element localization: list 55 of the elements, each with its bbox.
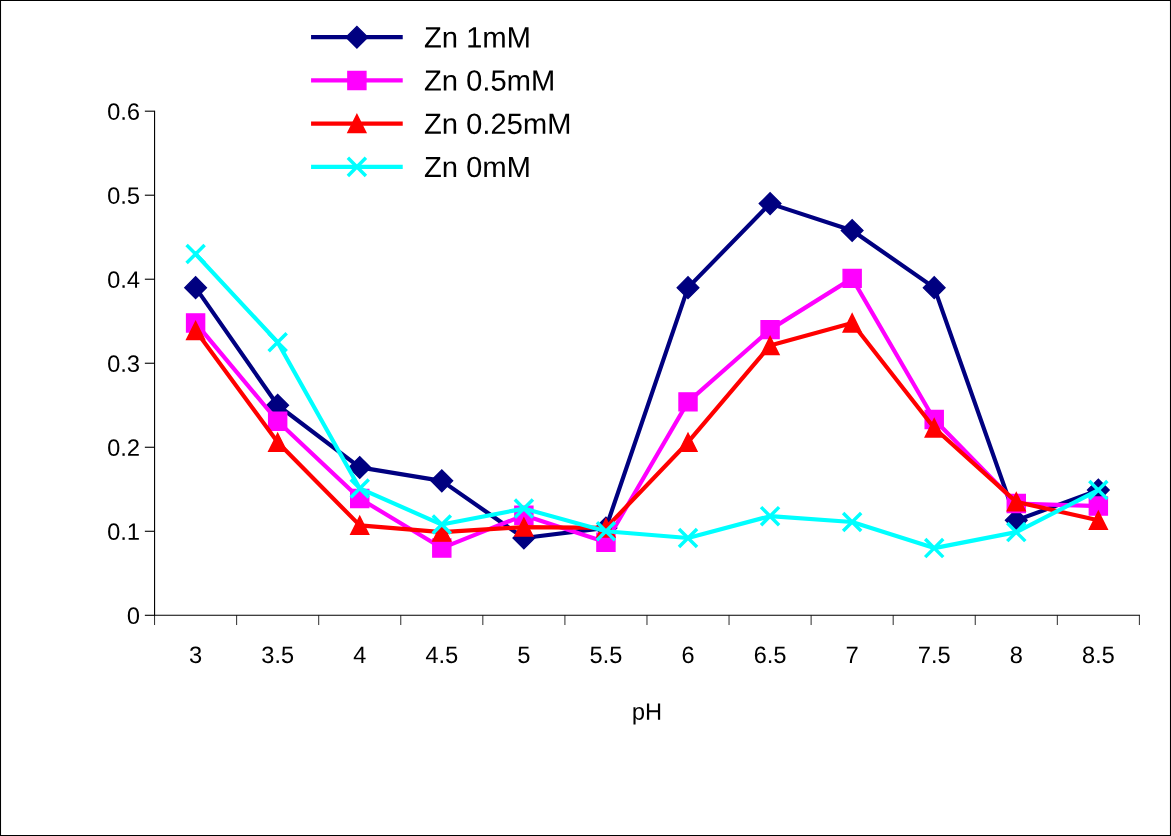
- point: [348, 455, 372, 479]
- y-tick-label: 0.1: [108, 523, 139, 541]
- point: [676, 276, 700, 300]
- y-tick-label: 0.5: [108, 187, 139, 204]
- legend-label: Zn 0.5mM: [424, 70, 553, 91]
- x-tick-label: 6.5: [754, 646, 786, 664]
- x-tick-label: 3.5: [262, 646, 294, 664]
- x-tick-label: 5: [518, 646, 530, 664]
- point: [184, 243, 207, 265]
- x-tick-label: 6: [682, 646, 694, 664]
- x-axis-title: pH: [633, 703, 661, 725]
- point: [678, 432, 698, 452]
- point: [267, 411, 288, 431]
- point: [430, 469, 454, 493]
- point: [924, 418, 944, 438]
- x-tick-label: 5.5: [590, 646, 622, 664]
- legend-label: Zn 1mM: [424, 27, 529, 48]
- point: [1088, 510, 1109, 531]
- y-tick-label: 0.4: [108, 271, 140, 289]
- y-tick-label: 0.6: [108, 103, 139, 120]
- x-tick-label: 7.5: [919, 646, 950, 664]
- x-tick-label: 7: [846, 646, 858, 663]
- point: [841, 511, 863, 533]
- y-tick-label: 0.2: [108, 439, 139, 457]
- point: [759, 505, 781, 527]
- point: [266, 331, 289, 354]
- point: [1005, 521, 1028, 543]
- point: [184, 276, 208, 300]
- point: [842, 268, 862, 289]
- point: [267, 432, 288, 452]
- point: [348, 477, 371, 500]
- x-tick-label: 3: [189, 646, 202, 664]
- point: [842, 313, 862, 333]
- x-tick-label: 4.5: [425, 646, 458, 664]
- point: [678, 392, 698, 412]
- point: [350, 515, 370, 536]
- y-tick-label: 0.3: [108, 355, 139, 373]
- point: [185, 320, 206, 341]
- point: [514, 517, 534, 537]
- point: [758, 192, 782, 216]
- point: [677, 527, 699, 549]
- x-tick-label: 4: [353, 646, 366, 663]
- point: [760, 335, 780, 356]
- x-tick-label: 8.5: [1082, 646, 1114, 664]
- point: [760, 319, 780, 340]
- point: [923, 537, 945, 559]
- legend-label: Zn 0.25mM: [424, 113, 570, 135]
- point: [513, 497, 535, 520]
- y-tick-label: 0: [127, 607, 140, 625]
- point: [595, 520, 617, 543]
- point: [922, 276, 946, 300]
- point: [840, 218, 864, 242]
- x-tick-label: 8: [1010, 646, 1022, 664]
- legend-label: Zn 0mM: [424, 156, 529, 178]
- point: [431, 513, 453, 536]
